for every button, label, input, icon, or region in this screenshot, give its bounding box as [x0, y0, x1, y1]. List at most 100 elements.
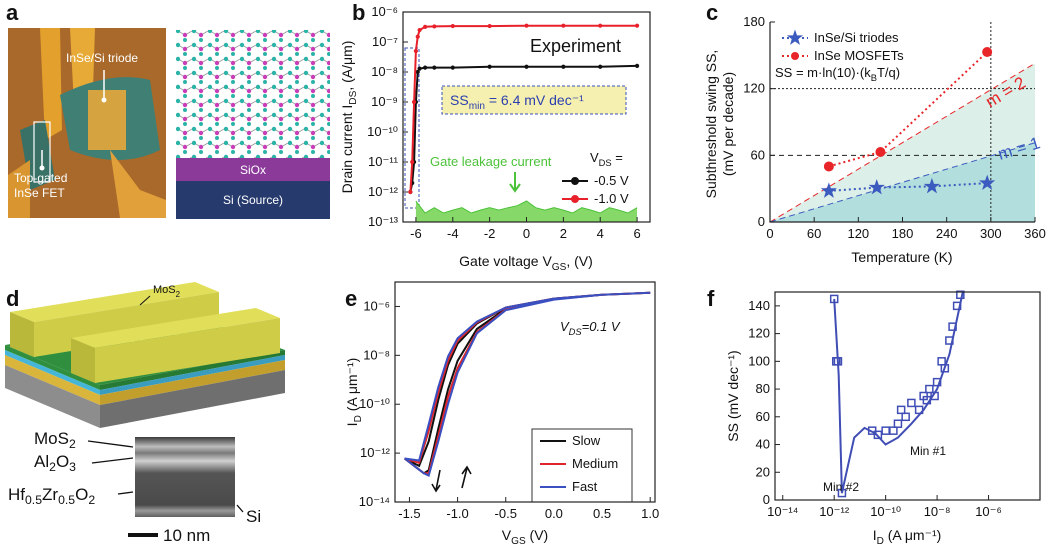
sweep-arrow: [461, 465, 472, 489]
x-tick-label: 240: [936, 226, 958, 241]
marker: [524, 23, 529, 28]
marker: [820, 182, 837, 198]
y-axis-label: Subthreshold swing SS,: [703, 50, 719, 199]
sweep-arrow: [431, 469, 441, 493]
y-tick-label: 100: [748, 353, 770, 368]
label: InSe/Si triode: [66, 51, 138, 65]
panel-label: a: [6, 0, 19, 25]
x-tick-label: -1.0: [446, 506, 468, 521]
annotation-part: =0.1 V: [582, 319, 621, 334]
legend-label: InSe MOSFETs: [814, 48, 904, 63]
y-axis-label: Drain current IDS, (A/μm): [339, 41, 359, 194]
marker: [415, 34, 420, 39]
x-tick-label: 10⁻⁸: [924, 504, 951, 519]
marker: [415, 69, 420, 75]
series-line: [769, 142, 1036, 223]
y-axis-label: (mV per decade): [720, 72, 736, 176]
x-tick-label: -0.5: [495, 506, 517, 521]
label: InSe FET: [14, 186, 65, 200]
annotation: SS = m·ln(10)·(kBT/q): [775, 65, 900, 83]
label-part: MoS: [153, 284, 176, 296]
device-3d: [5, 282, 285, 428]
label: SiOx: [240, 163, 266, 177]
layer-label-part: Zr: [42, 485, 58, 504]
x-tick-label: 0.0: [545, 506, 563, 521]
axes: [769, 22, 1035, 223]
x-axis-label: ID (A μm⁻¹): [873, 527, 942, 547]
annotation: Min #1: [910, 444, 946, 458]
marker: [571, 177, 579, 185]
series-line: [403, 291, 651, 478]
marker: [450, 23, 455, 29]
y-axis-label-part: D: [353, 415, 364, 422]
x-tick-label: -2: [484, 226, 496, 241]
marker: [901, 412, 910, 422]
marker: [417, 27, 422, 33]
x-tick-label: 10⁻¹⁰: [870, 504, 901, 519]
marker: [417, 66, 422, 71]
y-tick-label: 10⁻⁷: [372, 34, 398, 49]
marker: [979, 174, 996, 191]
x-axis-label: Temperature (K): [851, 249, 952, 265]
x-tick-label: 4: [597, 226, 604, 241]
x-tick-label: 0: [523, 226, 530, 241]
marker: [868, 179, 885, 195]
series-line: [769, 62, 1036, 223]
marker: [923, 177, 941, 194]
marker: [889, 426, 898, 435]
layer-label: Al2O3: [34, 452, 76, 474]
annotation-box: [441, 85, 627, 115]
layer-label-part: O: [56, 452, 69, 471]
y-tick-label: 120: [743, 81, 765, 96]
y-tick-label: 10⁻¹⁰: [359, 396, 390, 411]
layer-label-part: Hf: [8, 485, 25, 504]
legend-title-part: =: [612, 150, 623, 165]
legend-label: -0.5 V: [594, 173, 629, 188]
marker: [907, 398, 916, 408]
marker: [956, 290, 965, 300]
marker: [487, 23, 492, 29]
y-tick-label: 10⁻⁶: [371, 4, 398, 19]
panel-label: b: [352, 0, 365, 25]
label: Top-gated: [14, 171, 67, 185]
y-tick-label: 140: [748, 298, 770, 313]
x-axis-label-part: I: [873, 527, 877, 543]
y-axis-label-part: Drain current I: [339, 105, 355, 194]
label-part: 2: [176, 290, 180, 299]
x-axis-label-part: GS: [552, 262, 567, 273]
marker: [524, 64, 529, 69]
y-tick-label: 180: [743, 14, 765, 29]
y-tick-label: 60: [751, 147, 765, 162]
layer-label: Si: [246, 507, 261, 526]
marker: [925, 384, 934, 394]
x-axis-label: VGS (V): [502, 527, 548, 547]
layer-label-part: Al: [34, 452, 49, 471]
y-axis-label-part: DS: [348, 90, 359, 104]
schematic: [176, 30, 330, 219]
layer-label-part: MoS: [34, 429, 69, 448]
marker: [571, 195, 579, 203]
layer-label-part: 0.5: [58, 493, 75, 507]
x-tick-label: -6: [410, 226, 422, 241]
marker: [450, 65, 455, 70]
y-tick-label: 0: [758, 214, 765, 229]
y-tick-label: 80: [756, 381, 770, 396]
x-tick-label: 60: [807, 226, 821, 241]
marker: [408, 189, 413, 195]
marker: [561, 64, 566, 69]
x-axis-label-part: (V): [526, 527, 549, 543]
arrow: [509, 172, 521, 193]
marker: [786, 29, 804, 45]
marker: [881, 426, 890, 435]
marker: [423, 65, 428, 70]
x-tick-label: -1.5: [398, 506, 420, 521]
legend-title: VDS =: [590, 150, 623, 168]
y-tick-label: 10⁻⁹: [371, 94, 398, 109]
x-tick-label: 10⁻⁶: [975, 504, 1002, 519]
marker: [561, 23, 566, 28]
legend-label: -1.0 V: [594, 191, 629, 206]
y-tick-label: 10⁻¹²: [368, 184, 399, 199]
highlight-box: [404, 47, 420, 209]
